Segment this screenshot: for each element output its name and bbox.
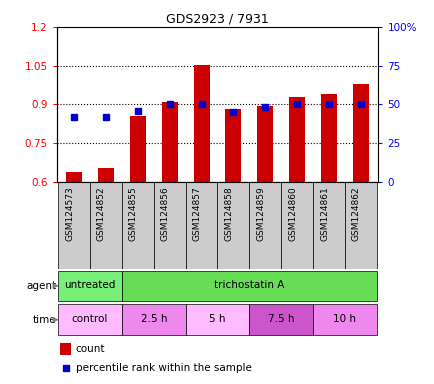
Text: trichostatin A: trichostatin A <box>214 280 284 290</box>
Bar <box>281 182 312 269</box>
Text: untreated: untreated <box>64 280 115 290</box>
Bar <box>320 94 336 182</box>
Bar <box>217 182 249 269</box>
Bar <box>249 305 312 335</box>
Text: GSM124858: GSM124858 <box>224 186 233 241</box>
Text: GSM124856: GSM124856 <box>160 186 169 241</box>
Bar <box>130 116 145 182</box>
Bar <box>289 96 304 182</box>
Title: GDS2923 / 7931: GDS2923 / 7931 <box>166 13 268 26</box>
Bar <box>122 182 153 269</box>
Text: GSM124852: GSM124852 <box>97 186 106 241</box>
Text: time: time <box>33 314 56 324</box>
Text: GSM124860: GSM124860 <box>287 186 296 241</box>
Bar <box>185 182 217 269</box>
Bar <box>352 84 368 182</box>
Bar <box>66 172 82 182</box>
Bar <box>58 271 122 301</box>
Bar <box>153 182 185 269</box>
Text: GSM124855: GSM124855 <box>128 186 138 241</box>
Bar <box>249 182 281 269</box>
Text: GSM124862: GSM124862 <box>351 186 360 241</box>
Text: count: count <box>76 344 105 354</box>
Bar <box>122 271 376 301</box>
Bar <box>90 182 122 269</box>
Bar <box>98 167 114 182</box>
Bar <box>312 305 376 335</box>
Text: 5 h: 5 h <box>209 314 225 324</box>
Bar <box>58 305 122 335</box>
Bar <box>225 109 241 182</box>
Bar <box>161 102 177 182</box>
Text: GSM124573: GSM124573 <box>65 186 74 241</box>
Bar <box>122 305 185 335</box>
Text: agent: agent <box>26 281 56 291</box>
Bar <box>257 106 273 182</box>
Text: percentile rank within the sample: percentile rank within the sample <box>76 363 251 373</box>
Bar <box>58 182 90 269</box>
Bar <box>312 182 344 269</box>
Bar <box>185 305 249 335</box>
Text: 7.5 h: 7.5 h <box>267 314 294 324</box>
Text: GSM124861: GSM124861 <box>319 186 328 241</box>
Text: GSM124857: GSM124857 <box>192 186 201 241</box>
Bar <box>344 182 376 269</box>
Text: control: control <box>72 314 108 324</box>
Bar <box>193 65 209 182</box>
Text: GSM124859: GSM124859 <box>256 186 265 241</box>
Text: 10 h: 10 h <box>333 314 356 324</box>
Bar <box>59 343 71 355</box>
Text: 2.5 h: 2.5 h <box>140 314 167 324</box>
